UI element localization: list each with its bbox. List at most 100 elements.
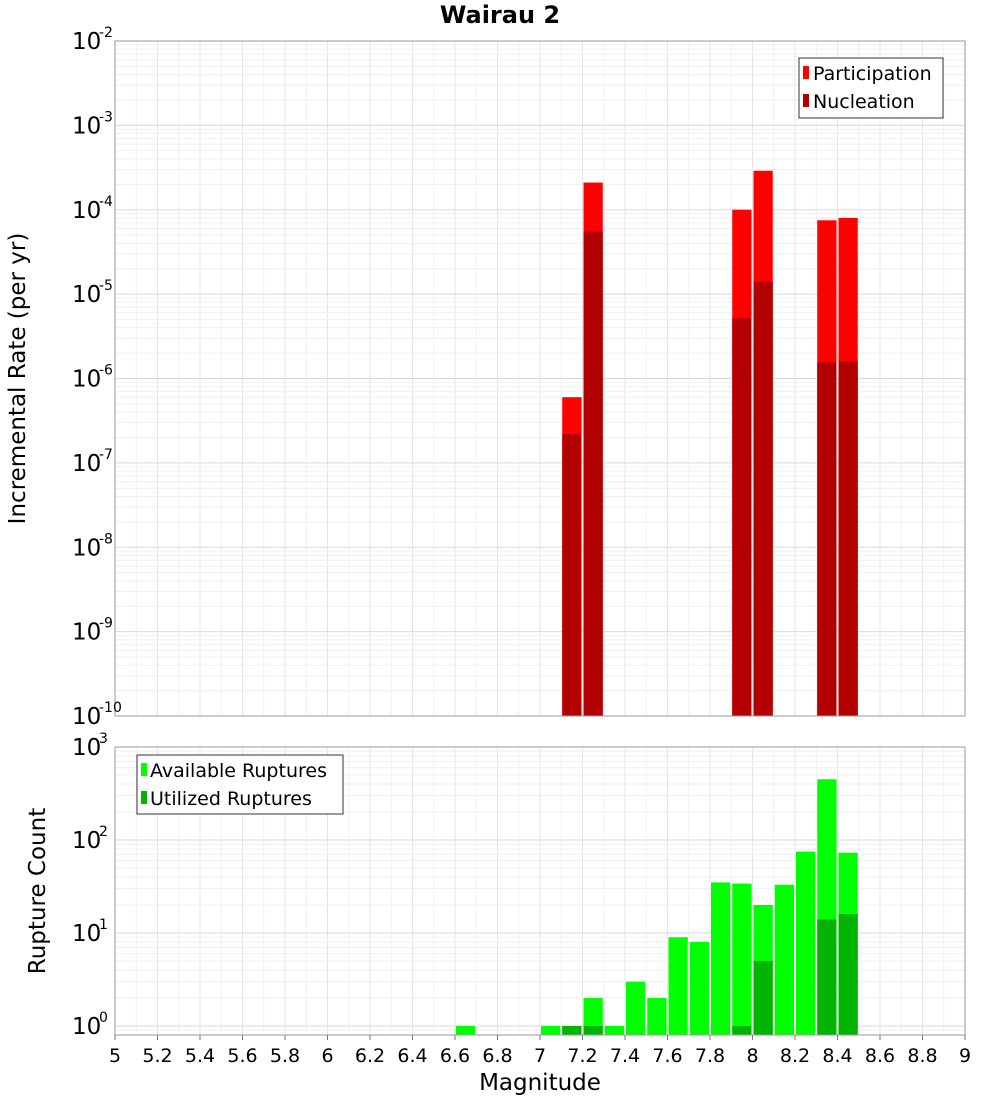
y-tick-base: 10 — [72, 367, 101, 393]
y-tick-exponent: 0 — [99, 1010, 108, 1026]
x-tick-7-6: 7.6 — [652, 1045, 682, 1067]
legend-label-available-ruptures: Available Ruptures — [150, 760, 327, 782]
y-tick-exponent: -5 — [99, 278, 113, 294]
x-tick-8-4: 8.4 — [822, 1045, 852, 1067]
bottom-bars — [456, 779, 858, 1035]
y-tick-exponent: -7 — [99, 447, 113, 463]
y-tick-exponent: -2 — [99, 25, 113, 41]
y-tick-base: 10 — [72, 1014, 101, 1040]
bottom-y-tick-1: 101 — [72, 917, 108, 947]
y-tick-exponent: -3 — [99, 109, 113, 125]
legend-swatch-participation — [803, 66, 809, 79]
legend-label-utilized-ruptures: Utilized Ruptures — [150, 788, 312, 810]
y-tick-base: 10 — [72, 198, 101, 224]
legend-swatch-nucleation — [803, 94, 809, 107]
bar-nucleation-8.45 — [838, 361, 858, 716]
bar-available-ruptures-8.25 — [796, 851, 816, 1035]
x-tick-7-2: 7.2 — [567, 1045, 597, 1067]
bar-utilized-ruptures-7.25 — [583, 1025, 603, 1035]
legend-label-nucleation: Nucleation — [813, 91, 915, 113]
top-y-tick--5: 10-5 — [72, 278, 113, 308]
bar-available-ruptures-6.65 — [456, 1025, 476, 1035]
top-y-tick--10: 10-10 — [72, 700, 122, 730]
bottom-y-axis-label: Rupture Count — [25, 808, 51, 974]
bar-available-ruptures-7.75 — [689, 942, 709, 1035]
y-tick-base: 10 — [72, 620, 101, 646]
x-tick-8-8: 8.8 — [907, 1045, 937, 1067]
top-y-tick--6: 10-6 — [72, 363, 113, 393]
bottom-legend-box — [136, 754, 344, 815]
top-gridlines — [114, 40, 966, 717]
bar-available-ruptures-7.05 — [541, 1025, 561, 1035]
bar-available-ruptures-8.15 — [774, 884, 794, 1035]
bar-available-ruptures-7.95 — [732, 883, 752, 1035]
x-tick-9: 9 — [959, 1045, 971, 1067]
bar-nucleation-7.95 — [732, 318, 752, 716]
x-tick-7-8: 7.8 — [695, 1045, 725, 1067]
legend-swatch-utilized-ruptures — [141, 791, 147, 804]
y-tick-exponent: -8 — [99, 531, 113, 547]
y-tick-exponent: -9 — [99, 616, 113, 632]
legend-label-participation: Participation — [813, 63, 932, 85]
x-tick-6-6: 6.6 — [440, 1045, 470, 1067]
bar-utilized-ruptures-8.35 — [817, 919, 837, 1035]
y-tick-base: 10 — [72, 451, 101, 477]
x-tick-5-8: 5.8 — [270, 1045, 300, 1067]
top-y-axis-label: Incremental Rate (per yr) — [5, 233, 31, 525]
x-tick-5-2: 5.2 — [142, 1045, 172, 1067]
bar-available-ruptures-7.55 — [647, 997, 667, 1035]
legend-swatch-available-ruptures — [141, 763, 147, 776]
bar-nucleation-7.15 — [562, 433, 582, 716]
top-legend: Participation Nucleation — [798, 57, 944, 119]
bar-available-ruptures-7.85 — [711, 882, 731, 1035]
y-tick-base: 10 — [72, 282, 101, 308]
bar-nucleation-8.35 — [817, 362, 837, 716]
y-tick-base: 10 — [72, 704, 101, 730]
bar-available-ruptures-7.25 — [583, 997, 603, 1035]
bar-nucleation-8.05 — [753, 281, 773, 716]
x-tick-6-4: 6.4 — [397, 1045, 427, 1067]
y-tick-base: 10 — [72, 828, 101, 854]
top-legend-box — [798, 57, 944, 119]
x-tick-7: 7 — [534, 1045, 546, 1067]
chart-title: Wairau 2 — [440, 1, 560, 29]
x-tick-labels: 5 5.2 5.4 5.6 5.8 6 6.2 6.4 6.6 6.8 7 7.2 7.4 7.6 7.8 8… — [109, 1035, 971, 1067]
top-y-tick--3: 10-3 — [72, 109, 113, 139]
y-tick-base: 10 — [72, 29, 101, 55]
bar-nucleation-7.25 — [583, 231, 603, 716]
x-tick-5-6: 5.6 — [227, 1045, 257, 1067]
x-tick-8: 8 — [746, 1045, 758, 1067]
top-y-tick--7: 10-7 — [72, 447, 113, 477]
x-axis-label: Magnitude — [479, 1070, 601, 1096]
bottom-y-tick-0: 100 — [72, 1010, 108, 1040]
bar-available-ruptures-7.45 — [626, 981, 646, 1035]
x-tick-8-6: 8.6 — [865, 1045, 895, 1067]
x-tick-5: 5 — [109, 1045, 121, 1067]
y-tick-base: 10 — [72, 535, 101, 561]
bottom-y-tick-2: 102 — [72, 824, 108, 854]
y-tick-exponent: 1 — [99, 917, 108, 933]
x-tick-6-2: 6.2 — [355, 1045, 385, 1067]
y-tick-exponent: -10 — [99, 700, 122, 716]
bottom-y-tick-3: 103 — [72, 731, 108, 761]
bar-available-ruptures-7.35 — [604, 1025, 624, 1035]
y-tick-base: 10 — [72, 921, 101, 947]
y-tick-base: 10 — [72, 735, 101, 761]
top-plot-frame — [114, 40, 966, 717]
x-tick-8-2: 8.2 — [780, 1045, 810, 1067]
bar-utilized-ruptures-7.15 — [562, 1025, 582, 1035]
x-tick-6: 6 — [321, 1045, 333, 1067]
top-y-tick--9: 10-9 — [72, 616, 113, 646]
top-bars — [562, 170, 858, 717]
bar-utilized-ruptures-8.45 — [838, 914, 858, 1035]
x-tick-6-8: 6.8 — [482, 1045, 512, 1067]
bar-utilized-ruptures-8.05 — [753, 960, 773, 1035]
bar-available-ruptures-7.65 — [668, 937, 688, 1035]
top-y-tick--8: 10-8 — [72, 531, 113, 561]
y-tick-exponent: 3 — [99, 731, 108, 747]
